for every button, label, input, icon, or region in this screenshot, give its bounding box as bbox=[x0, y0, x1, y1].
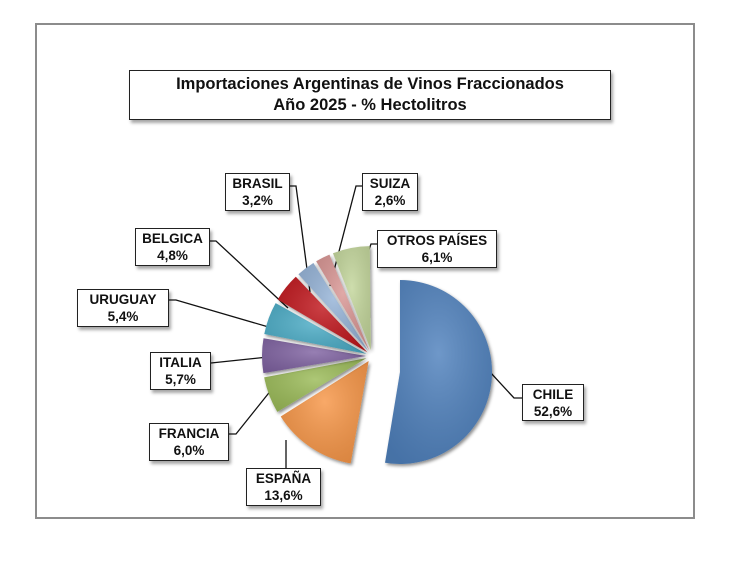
data-label-otros-paises: OTROS PAÍSES 6,1% bbox=[377, 230, 497, 268]
leader-line-brasil bbox=[290, 185, 311, 293]
label-percent: 6,1% bbox=[421, 250, 453, 265]
pie-slice-francia bbox=[264, 358, 367, 412]
leader-line-uruguay bbox=[169, 299, 273, 329]
data-label-chile: CHILE 52,6% bbox=[522, 384, 584, 421]
pie-slices bbox=[262, 246, 493, 464]
leader-line-francia bbox=[229, 388, 273, 435]
label-category: CHILE bbox=[532, 387, 574, 402]
label-percent: 5,7% bbox=[165, 372, 196, 387]
label-percent: 13,6% bbox=[264, 488, 303, 503]
pie-slice-brasil bbox=[298, 262, 369, 352]
label-category: BELGICA bbox=[142, 231, 203, 246]
data-label-espana: ESPAÑA 13,6% bbox=[246, 468, 321, 506]
label-percent: 52,6% bbox=[533, 404, 573, 419]
leader-line-italia bbox=[210, 356, 269, 364]
pie-slice-chile bbox=[385, 280, 493, 464]
label-category: OTROS PAÍSES bbox=[386, 233, 488, 248]
pie-slice-espana bbox=[280, 360, 369, 464]
label-category: URUGUAY bbox=[89, 292, 157, 307]
label-percent: 4,8% bbox=[157, 248, 188, 263]
label-category: FRANCIA bbox=[158, 426, 220, 441]
chart-subtitle: Año 2025 - % Hectolitros bbox=[273, 96, 467, 114]
data-label-italia: ITALIA 5,7% bbox=[150, 352, 211, 390]
pie-slice-uruguay bbox=[264, 303, 367, 354]
label-category: ITALIA bbox=[159, 355, 202, 370]
pie-slice-otros-paises bbox=[332, 246, 371, 351]
chart-title: Importaciones Argentinas de Vinos Fracci… bbox=[176, 75, 564, 93]
leader-line-chile bbox=[489, 371, 522, 399]
label-percent: 2,6% bbox=[374, 193, 406, 208]
label-category: ESPAÑA bbox=[255, 471, 312, 486]
data-label-uruguay: URUGUAY 5,4% bbox=[77, 289, 169, 327]
pie-slice-italia bbox=[262, 338, 367, 374]
pie-slice-belgica bbox=[277, 276, 368, 353]
leader-line-belgica bbox=[210, 240, 289, 309]
chart-title-box: Importaciones Argentinas de Vinos Fracci… bbox=[129, 70, 611, 120]
label-percent: 3,2% bbox=[242, 193, 273, 208]
label-percent: 6,0% bbox=[173, 443, 205, 458]
label-percent: 5,4% bbox=[107, 309, 139, 324]
pie-slice-suiza bbox=[316, 254, 370, 351]
data-label-suiza: SUIZA 2,6% bbox=[362, 173, 418, 211]
label-category: SUIZA bbox=[369, 176, 411, 191]
data-label-francia: FRANCIA 6,0% bbox=[149, 423, 229, 461]
data-label-belgica: BELGICA 4,8% bbox=[135, 228, 210, 266]
data-label-brasil: BRASIL 3,2% bbox=[225, 173, 290, 211]
label-category: BRASIL bbox=[232, 176, 283, 191]
